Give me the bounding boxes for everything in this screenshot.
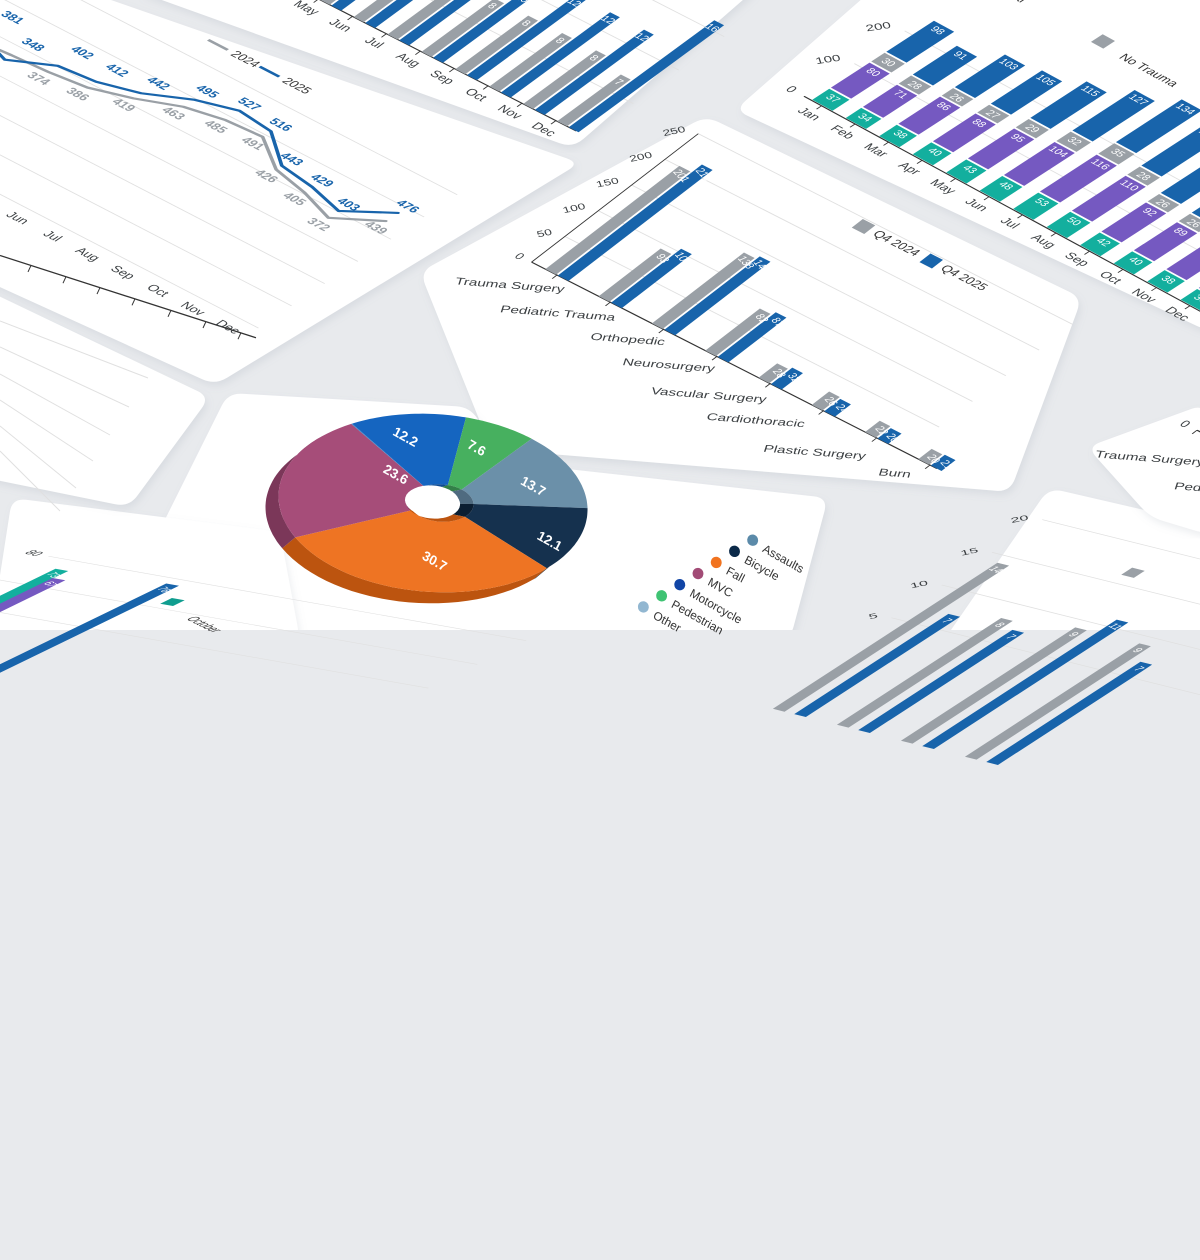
svg-text:26: 26 — [821, 396, 839, 408]
svg-text:8: 8 — [552, 37, 566, 46]
svg-text:80: 80 — [21, 549, 47, 558]
svg-text:36: 36 — [1190, 293, 1200, 305]
svg-text:7: 7 — [611, 78, 625, 87]
svg-text:21: 21 — [937, 459, 955, 471]
svg-text:200: 200 — [628, 151, 654, 164]
svg-text:0: 0 — [511, 252, 526, 262]
svg-text:100: 100 — [814, 53, 842, 66]
svg-text:250: 250 — [661, 125, 687, 138]
svg-text:200: 200 — [864, 20, 892, 33]
svg-text:8: 8 — [485, 2, 499, 11]
svg-text:10: 10 — [909, 579, 930, 590]
svg-text:11: 11 — [1104, 622, 1124, 631]
svg-text:10: 10 — [512, 0, 531, 5]
svg-text:20: 20 — [924, 453, 942, 465]
svg-text:50: 50 — [536, 228, 554, 240]
svg-text:0: 0 — [782, 84, 800, 95]
svg-text:Orthopedic: Orthopedic — [589, 331, 667, 348]
svg-text:16: 16 — [702, 22, 721, 34]
svg-text:32: 32 — [784, 372, 802, 384]
svg-text:12: 12 — [564, 0, 583, 9]
svg-text:Trauma Surgery: Trauma Surgery — [1094, 448, 1200, 468]
svg-text:76: 76 — [153, 586, 173, 594]
svg-text:5: 5 — [867, 612, 879, 621]
svg-text:67: 67 — [40, 581, 60, 589]
svg-text:0: 0 — [1176, 418, 1193, 430]
svg-text:87: 87 — [768, 316, 786, 328]
svg-text:24: 24 — [832, 403, 850, 415]
svg-text:8: 8 — [991, 622, 1007, 629]
svg-text:20: 20 — [883, 432, 901, 444]
svg-text:20: 20 — [1009, 513, 1030, 524]
svg-text:93: 93 — [653, 253, 671, 265]
svg-text:82: 82 — [752, 313, 770, 325]
svg-text:73: 73 — [43, 571, 63, 579]
svg-text:15: 15 — [959, 546, 980, 557]
svg-text:8: 8 — [586, 54, 600, 63]
svg-text:8: 8 — [518, 19, 532, 28]
svg-text:22: 22 — [872, 425, 890, 437]
svg-text:100: 100 — [561, 202, 587, 215]
svg-text:Pediatric Trauma: Pediatric Trauma — [1173, 480, 1200, 500]
svg-text:28: 28 — [769, 368, 787, 380]
svg-text:7: 7 — [938, 618, 954, 625]
svg-text:12: 12 — [598, 14, 617, 26]
svg-text:129: 129 — [1195, 127, 1200, 142]
svg-text:12: 12 — [632, 32, 651, 44]
svg-text:Burn: Burn — [877, 466, 913, 480]
svg-text:150: 150 — [595, 176, 621, 189]
svg-text:14: 14 — [985, 565, 1005, 575]
